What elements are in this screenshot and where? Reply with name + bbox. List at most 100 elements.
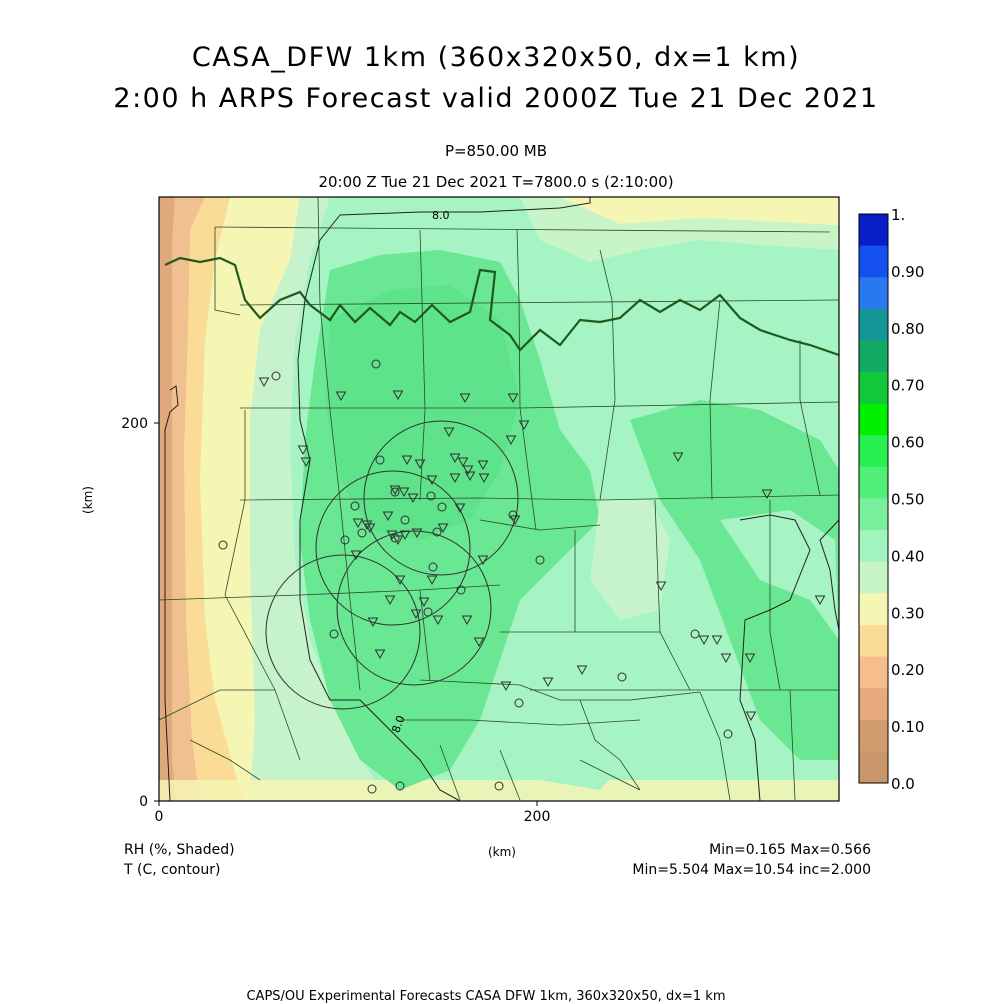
valid-time: 20:00 Z Tue 21 Dec 2021 T=7800.0 s (2:10… xyxy=(318,173,674,191)
station-triangle-marker xyxy=(392,535,404,546)
colorbar-swatch xyxy=(859,466,888,499)
station-triangle-marker xyxy=(711,635,723,646)
station-circle-marker xyxy=(390,533,400,543)
colorbar-swatch xyxy=(859,530,888,563)
station-triangle-marker xyxy=(509,515,521,526)
station-triangle-marker xyxy=(744,653,756,664)
station-triangle-marker xyxy=(454,503,466,514)
station-triangle-marker xyxy=(518,420,530,431)
station-circle-marker xyxy=(456,585,466,595)
station-triangle-marker xyxy=(745,711,757,722)
station-triangle-marker xyxy=(364,523,376,534)
colorbar-label: 0.10 xyxy=(891,718,924,736)
station-triangle-marker xyxy=(505,435,517,446)
station-triangle-marker xyxy=(384,595,396,606)
colorbar-label: 0.50 xyxy=(891,491,924,509)
colorbar-swatch xyxy=(859,561,888,594)
colorbar-swatch xyxy=(859,340,888,373)
station-triangle-marker xyxy=(698,635,710,646)
station-circle-marker xyxy=(375,455,385,465)
station-circle-marker xyxy=(367,784,377,794)
colorbar-swatch xyxy=(859,277,888,310)
station-triangle-marker xyxy=(411,528,423,539)
station-triangle-marker xyxy=(477,555,489,566)
station-triangle-marker xyxy=(720,653,732,664)
station-circle-marker xyxy=(271,371,281,381)
station-triangle-marker xyxy=(432,615,444,626)
station-triangle-marker xyxy=(814,595,826,606)
colorbar-label: 0.60 xyxy=(891,434,924,452)
colorbar-swatch xyxy=(859,308,888,341)
station-triangle-marker xyxy=(449,473,461,484)
temperature-stats: Min=5.504 Max=10.54 inc=2.000 xyxy=(632,862,871,878)
colorbar-swatch xyxy=(859,624,888,658)
station-circle-marker xyxy=(340,535,350,545)
colorbar-swatch xyxy=(859,719,888,752)
station-triangle-marker xyxy=(361,520,373,531)
station-triangle-marker xyxy=(399,530,411,541)
station-triangle-marker xyxy=(398,487,410,498)
station-triangle-marker xyxy=(576,665,588,676)
y-tick-label: 0 xyxy=(139,794,148,810)
station-triangle-marker xyxy=(542,677,554,688)
red-river xyxy=(164,256,839,357)
station-triangle-marker xyxy=(352,518,364,529)
colorbar-label: 0.40 xyxy=(891,547,924,565)
map-frame xyxy=(158,196,840,802)
station-triangle-marker xyxy=(449,453,461,464)
colorbar-swatch xyxy=(859,372,888,405)
colorbar-swatch xyxy=(859,245,888,278)
station-triangle-marker xyxy=(457,457,469,468)
colorbar-label: 0.0 xyxy=(891,775,915,793)
colorbar-label: 0.80 xyxy=(891,320,924,338)
colorbar-label: 0.30 xyxy=(891,604,924,622)
chart-title: CASA_DFW 1km (360x320x50, dx=1 km) xyxy=(191,42,801,73)
colorbar-swatch xyxy=(859,403,888,436)
station-circle-marker xyxy=(218,540,228,550)
station-triangle-marker xyxy=(414,459,426,470)
station-circle-marker xyxy=(535,555,545,565)
station-circle-marker xyxy=(423,607,433,617)
station-circle-marker xyxy=(723,729,733,739)
station-triangle-marker xyxy=(655,581,667,592)
station-triangle-marker xyxy=(300,457,312,468)
station-triangle-marker xyxy=(418,597,430,608)
colorbar-label: 1. xyxy=(891,206,905,224)
colorbar-swatch xyxy=(859,435,888,468)
station-triangle-marker xyxy=(459,393,471,404)
station-triangle-marker xyxy=(464,471,476,482)
colorbar-swatch xyxy=(859,593,888,626)
axis-ticks xyxy=(154,422,538,806)
station-circle-marker xyxy=(350,501,360,511)
contour-label: 8.0 xyxy=(389,714,407,735)
station-markers xyxy=(218,359,826,794)
station-circle-marker xyxy=(371,359,381,369)
station-triangle-marker xyxy=(382,511,394,522)
station-triangle-marker xyxy=(350,550,362,561)
footer-credit: CAPS/OU Experimental Forecasts CASA DFW … xyxy=(246,989,726,1004)
station-circle-marker xyxy=(494,781,504,791)
y-tick-label: 200 xyxy=(121,416,148,432)
station-circle-marker xyxy=(357,528,367,538)
y-axis-unit: (km) xyxy=(81,486,95,514)
station-triangle-marker xyxy=(461,615,473,626)
chart-subtitle: 2:00 h ARPS Forecast valid 2000Z Tue 21 … xyxy=(113,83,879,114)
station-triangle-marker xyxy=(507,393,519,404)
station-circle-marker xyxy=(395,781,405,791)
colorbar-label: 0.20 xyxy=(891,661,924,679)
station-triangle-marker xyxy=(258,377,270,388)
station-circle-marker xyxy=(514,698,524,708)
rh-shading xyxy=(159,197,839,801)
colorbar-label: 0.90 xyxy=(891,263,924,281)
county-boundaries xyxy=(159,197,839,801)
station-triangle-marker xyxy=(477,460,489,471)
station-circle-marker xyxy=(690,629,700,639)
station-triangle-marker xyxy=(437,523,449,534)
station-triangle-marker xyxy=(401,455,413,466)
colorbar-frame xyxy=(858,213,889,784)
pressure-level: P=850.00 MB xyxy=(444,142,548,160)
station-triangle-marker xyxy=(473,637,485,648)
shaded-field-label: RH (%, Shaded) xyxy=(124,842,235,858)
temperature-contours xyxy=(164,197,839,801)
